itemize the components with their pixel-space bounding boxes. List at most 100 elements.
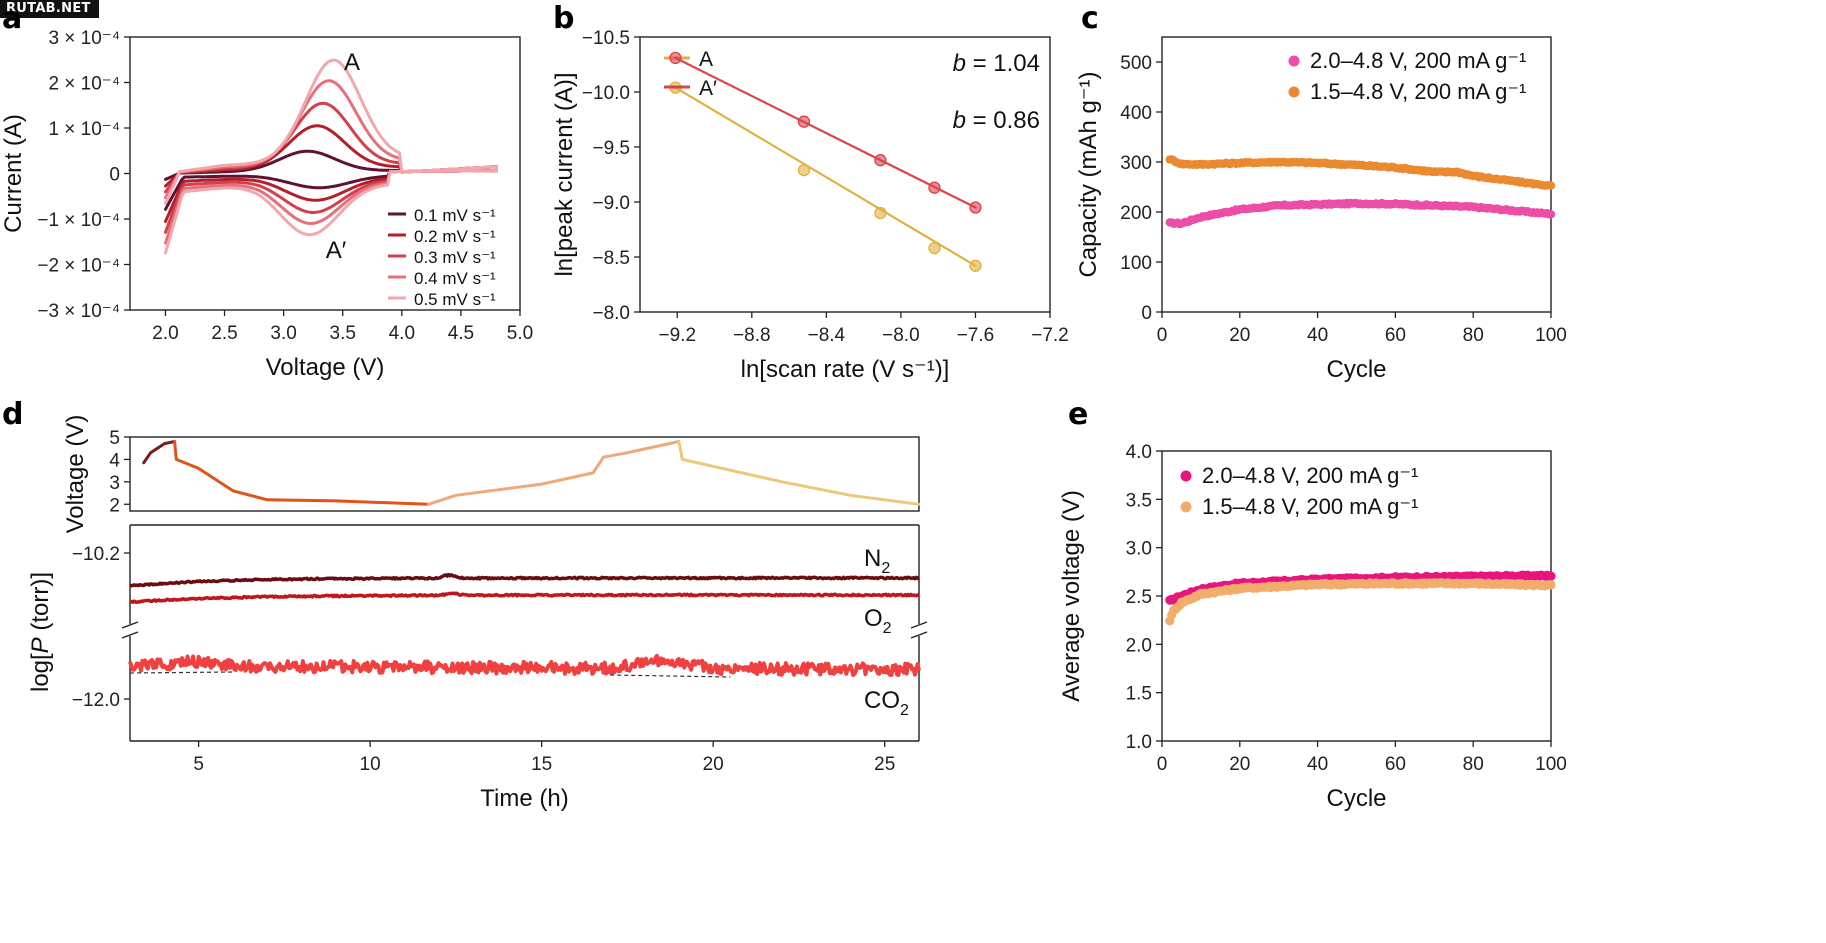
legend-label-b: A bbox=[699, 48, 713, 71]
panel-d-bottom-ytick-label: −12.0 bbox=[72, 690, 120, 711]
panel-e-xtick-label: 60 bbox=[1385, 754, 1406, 775]
peak-label-a-prime: A′ bbox=[326, 237, 347, 264]
panel-d-top-ytick-label: 5 bbox=[109, 428, 120, 449]
gas-label-main: CO bbox=[864, 687, 900, 714]
panel-a-xtick-label: 2.5 bbox=[211, 323, 237, 344]
gas-trace-n2 bbox=[129, 572, 920, 588]
panel-a-xtick-label: 3.0 bbox=[270, 323, 296, 344]
gas-label: CO2 bbox=[864, 687, 909, 719]
peak-label-a: A bbox=[344, 49, 360, 76]
panel-c-xtick-label: 60 bbox=[1385, 325, 1406, 346]
panel-c-ytick-label: 100 bbox=[1120, 253, 1152, 274]
cv-curve-4 bbox=[164, 58, 498, 255]
voltage-segment-2 bbox=[426, 440, 681, 506]
panel-b-frame bbox=[639, 36, 1051, 313]
slope-annotation: b = 1.04 bbox=[953, 50, 1040, 77]
data-point-b bbox=[928, 181, 941, 194]
ylabel-part: (torr)] bbox=[27, 572, 54, 637]
axis-break-mark bbox=[910, 631, 928, 639]
panel-e-cycle-point bbox=[1546, 580, 1556, 590]
gas-label-sub: 2 bbox=[883, 620, 892, 637]
panel-e-ytick-label: 1.5 bbox=[1126, 684, 1152, 705]
panel-c-xtick-label: 0 bbox=[1157, 325, 1168, 346]
panel-c-ytick-label: 0 bbox=[1141, 303, 1152, 324]
panel-e-legend-dot bbox=[1180, 501, 1192, 513]
data-point-b bbox=[874, 206, 887, 220]
panel-d-bottom-ylabel: log[P (torr)] bbox=[27, 572, 54, 692]
gas-label-sub: 2 bbox=[900, 702, 909, 719]
panel-letter-b: b bbox=[553, 1, 574, 36]
legend-label-b: A′ bbox=[699, 77, 717, 100]
gas-trace-o2 bbox=[129, 591, 920, 605]
panel-a-ytick-label: −2 × 10⁻⁴ bbox=[37, 256, 120, 277]
co2-baseline-2 bbox=[610, 674, 731, 678]
voltage-segment-3 bbox=[677, 440, 921, 506]
panel-d-bottom-ytick-label: −10.2 bbox=[72, 544, 120, 565]
panel-d-xtick-label: 25 bbox=[874, 754, 895, 775]
gas-label: N2 bbox=[864, 545, 890, 577]
gas-label: O2 bbox=[864, 605, 892, 637]
legend-label-a: 0.4 mV s⁻¹ bbox=[414, 269, 496, 288]
co2-baseline-1 bbox=[129, 671, 233, 674]
legend-label-a: 0.2 mV s⁻¹ bbox=[414, 227, 496, 246]
data-point-b bbox=[928, 242, 941, 255]
panel-d-top-ytick-label: 2 bbox=[109, 495, 120, 516]
axis-break-mark bbox=[121, 631, 139, 639]
panel-b-xtick-label: −7.6 bbox=[957, 325, 995, 346]
panel-c-ytick-label: 200 bbox=[1120, 203, 1152, 224]
panel-d-voltage-frame bbox=[129, 436, 920, 512]
data-point-b bbox=[669, 51, 682, 65]
panel-e-ytick-label: 4.0 bbox=[1126, 442, 1152, 463]
panel-a-ytick-label: −3 × 10⁻⁴ bbox=[37, 301, 120, 322]
data-point-b bbox=[969, 201, 982, 214]
panel-c-ytick-label: 500 bbox=[1120, 53, 1152, 74]
panel-b-xtick-label: −8.8 bbox=[733, 325, 771, 346]
panel-a-ylabel: Current (A) bbox=[0, 114, 27, 233]
panel-e-xtick-label: 80 bbox=[1463, 754, 1484, 775]
panel-e-legend-dot bbox=[1180, 470, 1192, 482]
ylabel-part: P bbox=[27, 637, 54, 653]
panel-a-xtick-label: 5.0 bbox=[507, 323, 533, 344]
panel-c-legend-label: 1.5–4.8 V, 200 mA g⁻¹ bbox=[1310, 79, 1526, 104]
panel-c-ylabel: Capacity (mAh g⁻¹) bbox=[1075, 71, 1102, 277]
panel-d-top-ylabel: Voltage (V) bbox=[62, 415, 89, 534]
panel-d-top-ytick-label: 3 bbox=[109, 473, 120, 494]
panel-e-xtick-label: 0 bbox=[1157, 754, 1168, 775]
panel-c-legend-dot bbox=[1288, 86, 1300, 98]
gas-label-main: N bbox=[864, 545, 881, 572]
panel-a-xlabel: Voltage (V) bbox=[266, 354, 385, 381]
panel-e-ytick-label: 3.5 bbox=[1126, 490, 1152, 511]
panel-b-xtick-label: −8.4 bbox=[808, 325, 846, 346]
axis-break-mark bbox=[910, 621, 928, 629]
panel-a-ytick-label: 1 × 10⁻⁴ bbox=[48, 119, 120, 140]
panel-a-xtick-label: 4.5 bbox=[448, 323, 474, 344]
data-point-b bbox=[874, 154, 887, 167]
panel-letter-d: d bbox=[2, 397, 23, 432]
slope-value: = 0.86 bbox=[966, 107, 1040, 134]
slope-b: b bbox=[953, 50, 966, 77]
panel-e-xtick-label: 100 bbox=[1535, 754, 1567, 775]
slope-value: = 1.04 bbox=[966, 50, 1040, 77]
fit-line-1 bbox=[674, 56, 977, 209]
panel-a-xtick-label: 2.0 bbox=[152, 323, 178, 344]
panel-c-cycle-point bbox=[1546, 181, 1556, 190]
panel-d-xtick-label: 20 bbox=[703, 754, 724, 775]
panel-c-ytick-label: 300 bbox=[1120, 153, 1152, 174]
fit-line-0 bbox=[674, 86, 977, 267]
watermark: RUTAB.NET bbox=[0, 0, 99, 18]
panel-a-ytick-label: 2 × 10⁻⁴ bbox=[48, 74, 120, 95]
panel-e-ytick-label: 2.0 bbox=[1126, 635, 1152, 656]
panel-e-legend-label: 2.0–4.8 V, 200 mA g⁻¹ bbox=[1202, 463, 1418, 488]
panel-e-xlabel: Cycle bbox=[1326, 785, 1386, 812]
panel-b-xtick-label: −8.0 bbox=[882, 325, 920, 346]
panel-d-xtick-label: 5 bbox=[193, 754, 204, 775]
panel-b-ylabel: ln[peak current (A)] bbox=[551, 72, 578, 276]
panel-letter-a: a bbox=[2, 1, 22, 36]
voltage-segment-1 bbox=[173, 440, 430, 506]
gas-label-main: O bbox=[864, 605, 883, 632]
data-point-b bbox=[797, 115, 811, 128]
panel-b-ytick-label: −8.0 bbox=[592, 303, 630, 324]
panel-d-xtick-label: 10 bbox=[360, 754, 381, 775]
panel-b-ytick-label: −9.0 bbox=[592, 193, 630, 214]
panel-e-ylabel: Average voltage (V) bbox=[1058, 490, 1085, 702]
